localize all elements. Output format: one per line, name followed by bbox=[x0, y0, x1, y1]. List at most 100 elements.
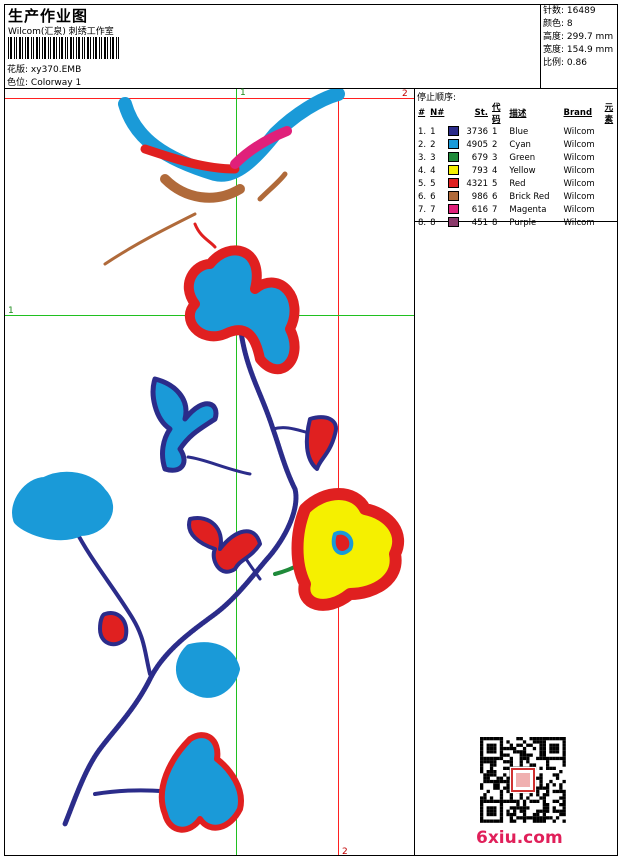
header-divider bbox=[4, 88, 618, 89]
color-swatch bbox=[448, 165, 460, 176]
stat-row: 高度: 299.7 mm bbox=[543, 32, 614, 42]
row-needle: 1 bbox=[430, 126, 436, 137]
stat-row: 针数: 16489 bbox=[543, 6, 596, 16]
row-stitches: 793 bbox=[471, 165, 489, 176]
stats-divider bbox=[540, 4, 541, 88]
row-stitches: 679 bbox=[471, 152, 489, 163]
row-brand: Wilcom bbox=[563, 152, 595, 163]
row-index: 4. bbox=[418, 165, 427, 176]
row-needle: 5 bbox=[430, 178, 436, 189]
color-swatch bbox=[448, 217, 460, 228]
row-element bbox=[597, 138, 620, 151]
guide-red-h bbox=[5, 98, 414, 99]
row-description: Cyan bbox=[509, 139, 531, 150]
color-swatch bbox=[448, 152, 460, 163]
row-stitches: 451 bbox=[471, 217, 489, 228]
row-stitches: 986 bbox=[471, 191, 489, 202]
table-row: 1. 1 3736 1 Blue Wilcom bbox=[416, 125, 620, 138]
row-swatch bbox=[446, 151, 464, 164]
panel-divider bbox=[414, 88, 415, 856]
row-brand: Wilcom bbox=[563, 178, 595, 189]
page-title: 生产作业图 bbox=[8, 7, 89, 25]
row-index: 2. bbox=[418, 139, 427, 150]
table-header: # N# St. 代码 描述 Brand 元素 bbox=[416, 101, 620, 125]
row-needle: 7 bbox=[430, 204, 436, 215]
row-description: Brick Red bbox=[509, 191, 550, 202]
design-file: xy370.EMB bbox=[30, 65, 82, 75]
colorway-line: 色位: Colorway 1 bbox=[7, 75, 81, 88]
row-description: Magenta bbox=[509, 204, 547, 215]
row-needle: 8 bbox=[430, 217, 436, 228]
color-sequence-table: # N# St. 代码 描述 Brand 元素 1. 1 3736 1 Blue Wilc… bbox=[416, 101, 620, 229]
color-swatch bbox=[448, 139, 460, 150]
row-code: 8 bbox=[492, 217, 498, 228]
row-needle: 6 bbox=[430, 191, 436, 202]
guide-label: 2 bbox=[342, 847, 348, 857]
row-code: 3 bbox=[492, 152, 498, 163]
row-code: 7 bbox=[492, 204, 498, 215]
table-row: 3. 3 679 3 Green Wilcom bbox=[416, 151, 620, 164]
col-header: Brand bbox=[563, 108, 593, 118]
row-code: 2 bbox=[492, 139, 498, 150]
row-brand: Wilcom bbox=[563, 126, 595, 137]
col-header-swatch bbox=[446, 101, 464, 125]
row-stitches: 616 bbox=[471, 204, 489, 215]
row-element bbox=[597, 190, 620, 203]
col-header: St. bbox=[474, 108, 489, 118]
col-header: 描述 bbox=[509, 109, 527, 119]
site-watermark: 6xiu.com bbox=[476, 828, 563, 848]
stat-row: 颜色: 8 bbox=[543, 19, 573, 29]
row-element bbox=[597, 216, 620, 229]
row-index: 7. bbox=[418, 204, 427, 215]
table-row: 4. 4 793 4 Yellow Wilcom bbox=[416, 164, 620, 177]
colorway-label: 色位: bbox=[7, 78, 29, 88]
stat-row: 比例: 0.86 bbox=[543, 58, 587, 68]
row-element bbox=[597, 151, 620, 164]
row-brand: Wilcom bbox=[563, 139, 595, 150]
row-description: Blue bbox=[509, 126, 529, 137]
studio-name: Wilcom(汇泉) 刺绣工作室 bbox=[8, 27, 114, 37]
row-code: 1 bbox=[492, 126, 498, 137]
qr-code bbox=[480, 737, 566, 823]
guide-label: 1 bbox=[8, 306, 14, 316]
row-stitches: 4321 bbox=[466, 178, 489, 189]
row-swatch bbox=[446, 125, 464, 138]
row-brand: Wilcom bbox=[563, 204, 595, 215]
row-swatch bbox=[446, 177, 464, 190]
table-row: 6. 6 986 6 Brick Red Wilcom bbox=[416, 190, 620, 203]
row-swatch bbox=[446, 190, 464, 203]
guide-label: 1 bbox=[240, 88, 246, 98]
row-brand: Wilcom bbox=[563, 191, 595, 202]
design-line: 花版: xy370.EMB bbox=[7, 62, 81, 75]
row-needle: 2 bbox=[430, 139, 436, 150]
row-index: 5. bbox=[418, 178, 427, 189]
row-element bbox=[597, 164, 620, 177]
guide-label: 2 bbox=[402, 89, 408, 99]
row-brand: Wilcom bbox=[563, 165, 595, 176]
stats-block: 针数: 16489 颜色: 8 高度: 299.7 mm 宽度: 154.9 m… bbox=[543, 5, 613, 70]
col-header: 元素 bbox=[604, 103, 614, 125]
stat-row: 宽度: 154.9 mm bbox=[543, 45, 614, 55]
color-swatch bbox=[448, 178, 460, 189]
color-swatch bbox=[448, 126, 460, 137]
row-stitches: 4905 bbox=[466, 139, 489, 150]
design-label: 花版: bbox=[7, 65, 29, 75]
row-index: 6. bbox=[418, 191, 427, 202]
row-element bbox=[597, 177, 620, 190]
row-index: 1. bbox=[418, 126, 427, 137]
legend-divider bbox=[414, 221, 618, 222]
col-header: 代码 bbox=[492, 103, 501, 125]
row-needle: 4 bbox=[430, 165, 436, 176]
row-description: Purple bbox=[509, 217, 537, 228]
row-index: 8. bbox=[418, 217, 427, 228]
color-swatch bbox=[448, 191, 460, 202]
row-code: 6 bbox=[492, 191, 498, 202]
row-description: Green bbox=[509, 152, 536, 163]
row-code: 5 bbox=[492, 178, 498, 189]
row-brand: Wilcom bbox=[563, 217, 595, 228]
row-swatch bbox=[446, 216, 464, 229]
row-needle: 3 bbox=[430, 152, 436, 163]
color-swatch bbox=[448, 204, 460, 215]
row-swatch bbox=[446, 138, 464, 151]
row-description: Red bbox=[509, 178, 526, 189]
